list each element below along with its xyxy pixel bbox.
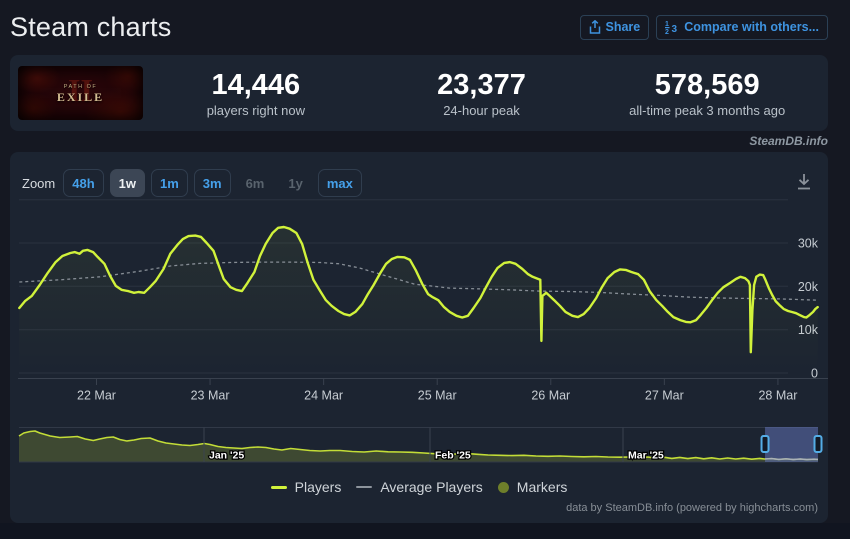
zoom-buttons: 48h 1w 1m 3m 6m 1y max — [63, 169, 368, 197]
compare-icon: 12 3 — [665, 21, 678, 34]
average-players-line — [19, 261, 818, 301]
stats-panel: II PATH OF EXILE 14,446 players right now… — [10, 55, 828, 131]
y-axis-label: 0 — [811, 367, 818, 381]
legend-swatch — [356, 486, 373, 488]
zoom-toolbar: Zoom 48h 1w 1m 3m 6m 1y max — [22, 169, 368, 197]
stat-value: 23,377 — [437, 68, 526, 101]
stat-current: 14,446 players right now — [143, 69, 369, 118]
stat-label: players right now — [206, 102, 305, 118]
chart-credit: data by SteamDB.info (powered by highcha… — [566, 502, 818, 514]
download-icon[interactable] — [795, 172, 813, 191]
x-axis-label: 23 Mar — [191, 389, 230, 403]
zoom-button-3m[interactable]: 3m — [193, 169, 231, 197]
game-capsule-image: II PATH OF EXILE — [18, 66, 143, 120]
legend-item-markers[interactable]: Markers — [497, 479, 568, 495]
game-logo-text-main: EXILE — [56, 89, 105, 104]
game-logo-numeral: II — [68, 72, 93, 108]
stat-label: 24-hour peak — [443, 102, 520, 118]
svg-text:3: 3 — [672, 24, 678, 34]
navigator-handle-left[interactable] — [760, 435, 770, 453]
legend-item-players[interactable]: Players — [270, 479, 342, 495]
navigator-selection[interactable] — [765, 427, 818, 462]
legend-swatch — [497, 481, 509, 493]
zoom-button-1y: 1y — [288, 175, 303, 191]
svg-text:1: 1 — [665, 21, 669, 28]
legend-label: Average Players — [380, 479, 483, 495]
zoom-button-6m: 6m — [245, 175, 265, 191]
zoom-button-max[interactable]: max — [317, 169, 362, 197]
x-axis-label: 25 Mar — [418, 389, 457, 403]
svg-text:2: 2 — [665, 29, 669, 34]
x-axis-label: 24 Mar — [304, 389, 343, 403]
stat-label: all-time peak 3 months ago — [629, 102, 786, 118]
compare-button-label: Compare with others... — [684, 20, 819, 34]
legend-item-average-players[interactable]: Average Players — [356, 479, 483, 495]
zoom-button-48h[interactable]: 48h — [63, 169, 104, 197]
navigator-month-label: Jan '25 — [209, 450, 244, 462]
navigator-handle-right[interactable] — [813, 435, 823, 453]
stat-value: 14,446 — [211, 68, 301, 101]
page-title: Steam charts — [10, 11, 172, 42]
zoom-label: Zoom — [22, 175, 56, 191]
game-logo-text-top: PATH OF — [63, 83, 98, 90]
zoom-button-1w[interactable]: 1w — [109, 169, 145, 197]
bottom-strip — [0, 523, 850, 539]
zoom-button-1m[interactable]: 1m — [150, 169, 188, 197]
steamdb-watermark: SteamDB.info — [749, 134, 828, 148]
legend-label: Markers — [516, 479, 568, 495]
stat-value: 578,569 — [654, 68, 760, 101]
y-axis-label: 20k — [798, 280, 819, 294]
navigator-line — [18, 430, 819, 461]
stat-peak24: 23,377 24-hour peak — [369, 69, 595, 118]
x-axis-label: 27 Mar — [645, 389, 684, 403]
legend-label: Players — [294, 479, 342, 495]
stats-columns: 14,446 players right now 23,377 24-hour pea… — [143, 69, 820, 118]
players-area-fill — [19, 227, 818, 373]
chart-legend: Players Average Players Markers — [10, 479, 828, 495]
players-line — [18, 225, 819, 354]
x-axis-label: 26 Mar — [531, 389, 570, 403]
x-axis-label: 28 Mar — [758, 389, 797, 403]
share-button[interactable]: Share — [579, 14, 650, 40]
share-button-label: Share — [605, 20, 641, 34]
navigator-area — [19, 431, 818, 462]
y-axis-label: 30k — [798, 237, 819, 251]
x-axis-label: 22 Mar — [77, 389, 116, 403]
share-icon — [589, 20, 600, 34]
navigator-month-label: Feb '25 — [435, 450, 471, 462]
navigator-month-label: Mar '25 — [628, 450, 664, 462]
legend-swatch — [270, 485, 287, 489]
stat-alltime: 578,569 all-time peak 3 months ago — [594, 69, 820, 118]
